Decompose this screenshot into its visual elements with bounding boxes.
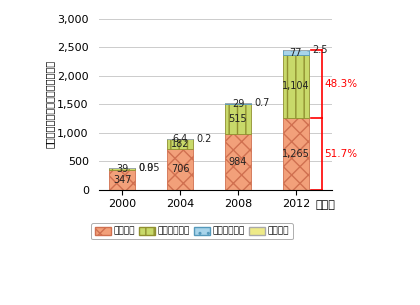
Text: 515: 515 bbox=[228, 114, 247, 124]
Bar bbox=[225, 134, 251, 189]
Text: 48.3%: 48.3% bbox=[325, 79, 358, 89]
Text: 0.2: 0.2 bbox=[197, 134, 212, 144]
Text: 347: 347 bbox=[113, 175, 131, 185]
Text: 77: 77 bbox=[290, 48, 302, 58]
Bar bbox=[283, 55, 309, 118]
Text: 1,104: 1,104 bbox=[282, 81, 310, 91]
Bar bbox=[109, 168, 135, 170]
Bar bbox=[167, 149, 193, 189]
Text: 0.7: 0.7 bbox=[255, 98, 270, 108]
Legend: 高所得国, 上位中所得国, 下位中所得国, 低所得国: 高所得国, 上位中所得国, 下位中所得国, 低所得国 bbox=[91, 223, 293, 239]
Bar bbox=[225, 103, 251, 104]
Text: 39: 39 bbox=[116, 164, 128, 174]
Bar bbox=[283, 51, 309, 55]
Bar bbox=[167, 139, 193, 149]
Text: 182: 182 bbox=[171, 139, 189, 149]
Y-axis label: インターネット利用人口（百万）: インターネット利用人口（百万） bbox=[45, 60, 55, 148]
Text: 706: 706 bbox=[171, 164, 189, 174]
Text: （年）: （年） bbox=[316, 200, 336, 210]
Text: 0.05: 0.05 bbox=[139, 163, 160, 173]
Text: 0.9: 0.9 bbox=[139, 163, 154, 173]
Text: 29: 29 bbox=[232, 99, 244, 109]
Bar bbox=[225, 104, 251, 134]
Text: 1,265: 1,265 bbox=[282, 149, 310, 159]
Text: 2.5: 2.5 bbox=[312, 45, 328, 56]
Text: 6.4: 6.4 bbox=[173, 134, 188, 144]
Bar bbox=[109, 170, 135, 189]
Bar bbox=[283, 118, 309, 189]
Text: 51.7%: 51.7% bbox=[325, 149, 358, 159]
Text: 984: 984 bbox=[229, 156, 247, 167]
